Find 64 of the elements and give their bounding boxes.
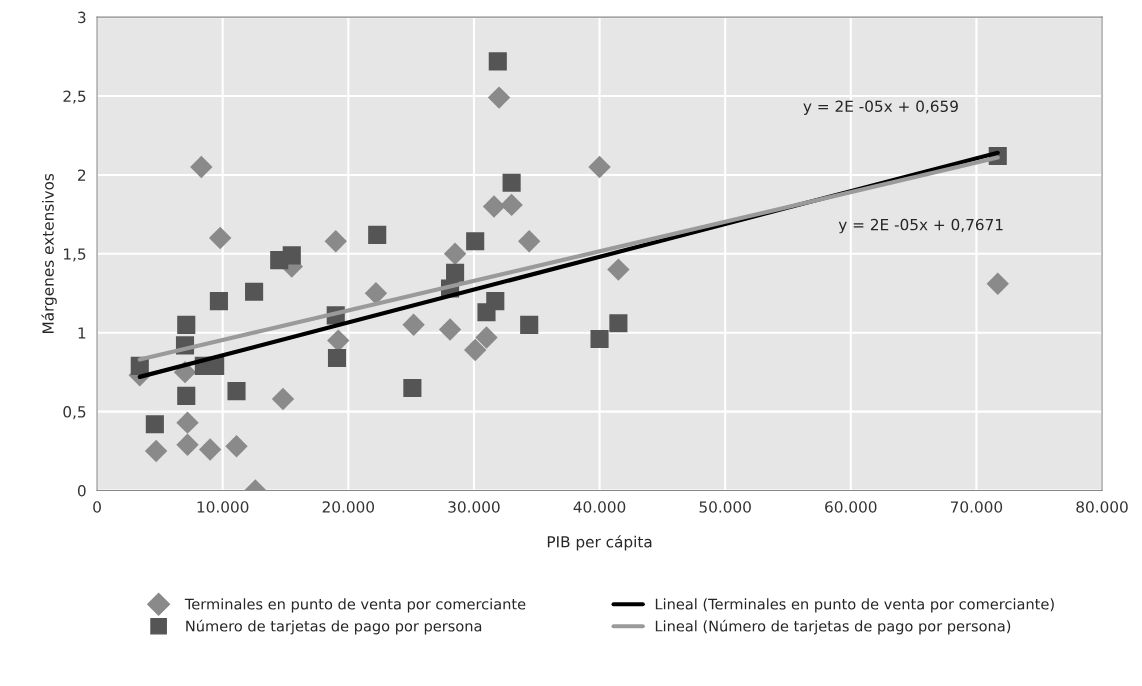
- legend-label: Número de tarjetas de pago por persona: [186, 619, 482, 635]
- y-tick-label: 3: [78, 11, 86, 24]
- point: [609, 314, 628, 333]
- x-tick-label: 0: [93, 501, 101, 513]
- point: [177, 386, 196, 405]
- point: [282, 246, 301, 265]
- y-axis-title: Márgenes extensivos: [41, 173, 57, 333]
- point: [209, 292, 228, 311]
- point: [488, 52, 507, 71]
- y-tick-label: 1: [78, 327, 86, 339]
- x-tick-label: 30.000: [448, 501, 500, 513]
- annotation: y = 2E -05x + 0,7671: [838, 218, 1003, 234]
- point: [144, 439, 168, 463]
- point: [324, 230, 347, 253]
- point: [520, 315, 539, 334]
- point: [271, 387, 295, 411]
- point: [208, 226, 232, 250]
- x-tick-label: 50.000: [699, 501, 751, 513]
- legend-label: Terminales en punto de venta por comerciante: [184, 598, 526, 613]
- point: [438, 318, 462, 341]
- point: [177, 315, 196, 334]
- point: [986, 272, 1009, 295]
- point: [176, 433, 199, 456]
- point: [368, 225, 387, 244]
- point: [327, 348, 347, 368]
- point: [475, 326, 498, 349]
- point: [466, 232, 485, 251]
- point: [590, 329, 609, 349]
- legend-label: Lineal (Terminales en punto de venta por comerciante): [655, 598, 1054, 613]
- point: [198, 438, 222, 461]
- point: [518, 230, 541, 253]
- point: [145, 415, 164, 434]
- y-tick-label: 0: [77, 484, 86, 497]
- y-tick-label: 1,5: [64, 248, 86, 262]
- point: [463, 338, 487, 362]
- y-tick-label: 2: [78, 169, 86, 181]
- x-tick-label: 60.000: [825, 501, 877, 513]
- x-tick-label: 80.000: [1076, 501, 1128, 513]
- point: [500, 193, 523, 217]
- point: [502, 173, 521, 192]
- point: [245, 282, 264, 301]
- point: [443, 242, 467, 266]
- point: [225, 435, 248, 458]
- point: [403, 378, 422, 397]
- point: [176, 411, 199, 434]
- point: [190, 155, 213, 179]
- x-tick-label: 10.000: [197, 501, 249, 513]
- point: [607, 258, 630, 281]
- legend-label: Lineal (Número de tarjetas de pago por persona): [655, 619, 1011, 635]
- point: [477, 303, 496, 322]
- y-tick-label: 2,5: [63, 90, 86, 104]
- point: [227, 382, 246, 401]
- point: [588, 155, 611, 179]
- point: [487, 86, 511, 109]
- x-tick-label: 20.000: [322, 501, 375, 513]
- x-tick-label: 40.000: [573, 501, 626, 513]
- point: [364, 282, 388, 305]
- y-tick-label: 0,5: [63, 406, 86, 420]
- point: [402, 313, 425, 337]
- x-tick-label: 70.000: [950, 501, 1003, 513]
- x-axis-title: PIB per cápita: [547, 535, 652, 551]
- point: [482, 195, 506, 218]
- point: [327, 329, 350, 352]
- annotation: y = 2E -05x + 0,659: [803, 100, 958, 115]
